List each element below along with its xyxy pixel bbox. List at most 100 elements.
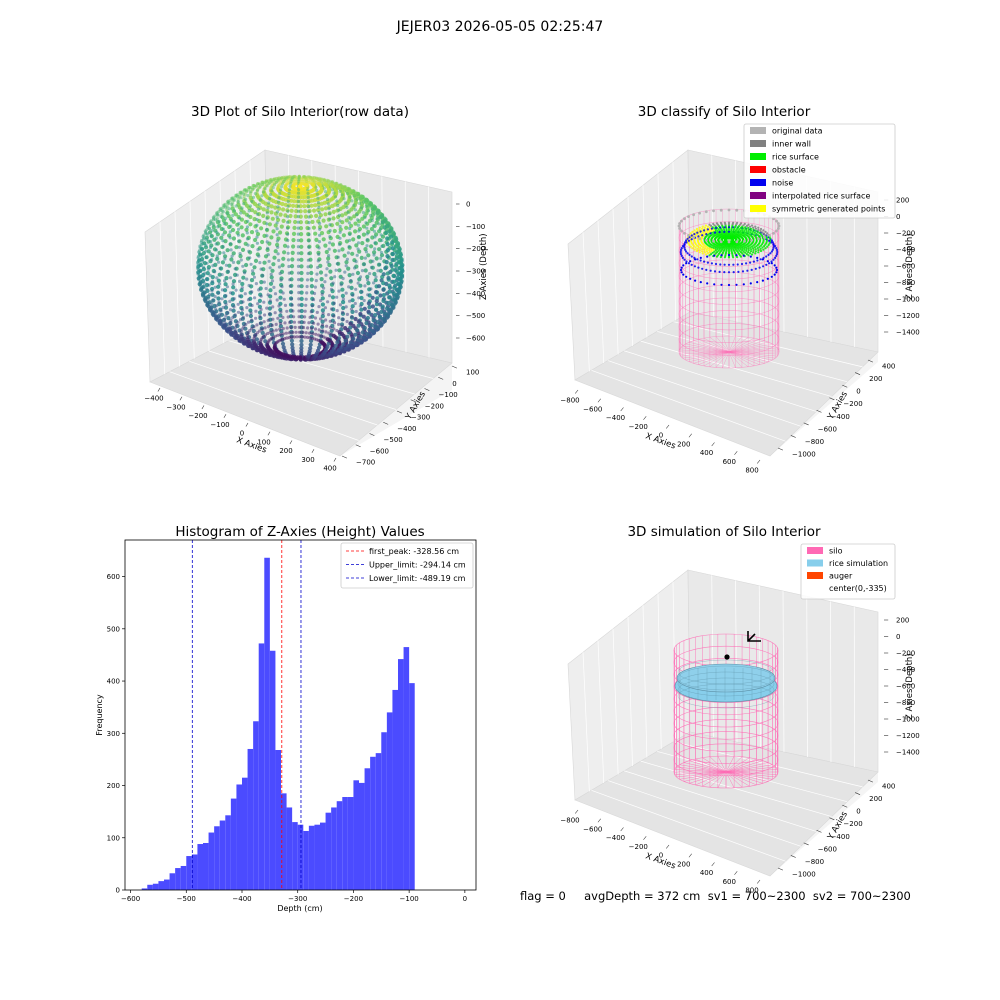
tick-label: −400 xyxy=(606,414,625,422)
histogram-bar xyxy=(320,822,326,890)
legend-swatch xyxy=(750,153,766,160)
simulation-z-ticks: 200 0 −200 −400 −600 −800 −1000 −1200 −1400 xyxy=(884,617,920,757)
y-tick-label: 200 xyxy=(107,782,120,790)
tick-label: −600 xyxy=(818,425,837,433)
tick-label: −1400 xyxy=(896,749,920,757)
histogram-bar xyxy=(242,777,248,890)
tick-label: −500 xyxy=(384,436,403,444)
histogram-bar xyxy=(152,883,159,890)
histogram-title: Histogram of Z-Axies (Height) Values xyxy=(175,524,424,540)
tick-label: −500 xyxy=(466,312,485,320)
histogram-bar xyxy=(219,820,226,890)
histogram-bar xyxy=(308,825,315,890)
histogram-bar xyxy=(169,873,176,890)
tick-label: −200 xyxy=(466,245,485,253)
tick-label: 0 xyxy=(659,852,663,860)
tick-label: −100 xyxy=(466,223,485,231)
histogram-bar xyxy=(141,888,148,890)
legend-swatch xyxy=(807,572,823,579)
tick-label: −300 xyxy=(411,414,430,422)
x-tick-label: −200 xyxy=(344,895,363,903)
legend-label: Lower_limit: -489.19 cm xyxy=(369,574,466,583)
x-tick-label: 0 xyxy=(463,895,467,903)
tick-label: 0 xyxy=(452,380,456,388)
legend-label: silo xyxy=(829,547,843,556)
tick-label: 800 xyxy=(745,887,758,895)
x-tick-label: −400 xyxy=(232,895,251,903)
histogram-bar xyxy=(269,650,276,890)
histogram-bar xyxy=(253,721,259,890)
legend-swatch xyxy=(750,205,766,212)
tick-label: −400 xyxy=(466,290,485,298)
tick-label: −400 xyxy=(144,395,163,403)
raw-z-ticks: 0 −100 −200 −300 −400 −500 −600 xyxy=(456,201,485,343)
legend-label: inner wall xyxy=(772,140,811,149)
histogram-bar xyxy=(203,842,209,890)
tick-label: 400 xyxy=(323,465,336,473)
y-tick-label: 0 xyxy=(116,887,120,895)
tick-label: −300 xyxy=(466,268,485,276)
tick-label: 0 xyxy=(466,201,470,209)
legend-swatch xyxy=(750,140,766,147)
simulation-z-label: Z Axies (Depth) xyxy=(905,653,915,720)
tick-label: −200 xyxy=(896,230,915,238)
histogram-bar xyxy=(258,643,265,890)
histogram-legend: first_peak: -328.56 cm Upper_limit: -294.… xyxy=(340,542,474,589)
x-tick-label: −600 xyxy=(121,895,140,903)
histogram-bar xyxy=(230,798,237,890)
tick-label: −1200 xyxy=(896,732,920,740)
tick-label: −600 xyxy=(466,335,485,343)
tick-label: −200 xyxy=(843,400,862,408)
histogram-bar xyxy=(297,824,304,890)
histogram-bar xyxy=(247,748,254,890)
histogram-reference-lines xyxy=(191,540,302,890)
tick-label: −800 xyxy=(560,817,579,825)
tick-label: −700 xyxy=(356,459,375,467)
tick-label: 0 xyxy=(659,432,663,440)
legend-label: interpolated rice surface xyxy=(772,192,870,201)
tick-label: −800 xyxy=(896,279,915,287)
tick-label: −1400 xyxy=(896,329,920,337)
histogram-bar xyxy=(180,865,187,890)
legend-label: center(0,-335) xyxy=(829,584,887,593)
tick-label: 600 xyxy=(723,458,736,466)
tick-label: 200 xyxy=(896,617,909,625)
histogram-bar xyxy=(208,832,215,890)
tick-label: 200 xyxy=(677,440,690,448)
y-tick-label: 100 xyxy=(107,834,120,842)
figure-title: JEJER03 2026-05-05 02:25:47 xyxy=(396,19,604,35)
histogram-bar xyxy=(336,801,343,890)
tick-label: −400 xyxy=(831,833,850,841)
tick-label: −800 xyxy=(805,858,824,866)
tick-label: 0 xyxy=(896,633,900,641)
tick-label: −200 xyxy=(843,820,862,828)
x-tick-label: −100 xyxy=(400,895,419,903)
histogram-bar xyxy=(409,683,415,890)
histogram-bar xyxy=(236,784,242,890)
histogram-bar xyxy=(398,659,404,890)
tick-label: −800 xyxy=(805,438,824,446)
tick-label: 0 xyxy=(856,388,860,396)
tick-label: 200 xyxy=(896,197,909,205)
tick-label: −200 xyxy=(629,843,648,851)
tick-label: −600 xyxy=(370,447,389,455)
tick-label: −800 xyxy=(560,397,579,405)
histogram-bar xyxy=(164,879,170,890)
tick-label: −400 xyxy=(831,413,850,421)
raw-x-ticks: −400−300−200−100 0 100 200 300 400 xyxy=(144,387,337,473)
histogram-x-ticks: −600 −500 −400 −300 −200 −100 0 xyxy=(121,890,467,903)
legend-label: auger xyxy=(829,572,853,581)
simulation-panel: 3D simulation of Silo Interior −800−600−… xyxy=(560,524,919,895)
histogram-bar xyxy=(392,689,398,890)
histogram-bar xyxy=(364,768,371,890)
tick-label: −600 xyxy=(896,683,915,691)
histogram-bar xyxy=(292,822,298,890)
tick-label: 400 xyxy=(882,363,895,371)
tick-label: −600 xyxy=(896,263,915,271)
legend-swatch xyxy=(807,559,823,567)
histogram-bar xyxy=(353,780,359,890)
